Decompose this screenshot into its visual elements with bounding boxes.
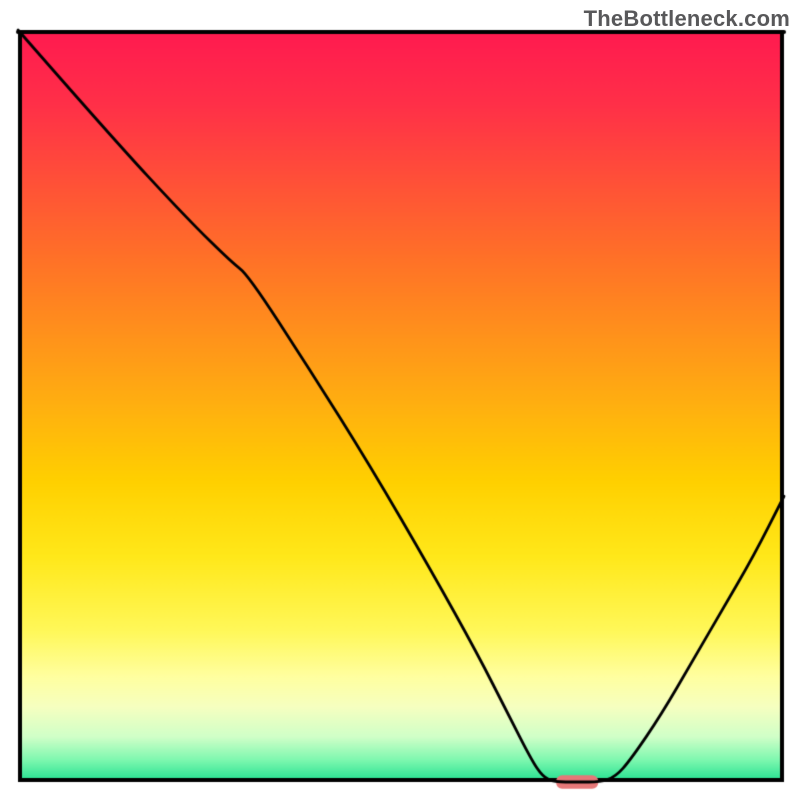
chart-container: TheBottleneck.com — [0, 0, 800, 800]
bottleneck-curve-chart — [0, 0, 800, 800]
watermark-text: TheBottleneck.com — [584, 6, 790, 32]
